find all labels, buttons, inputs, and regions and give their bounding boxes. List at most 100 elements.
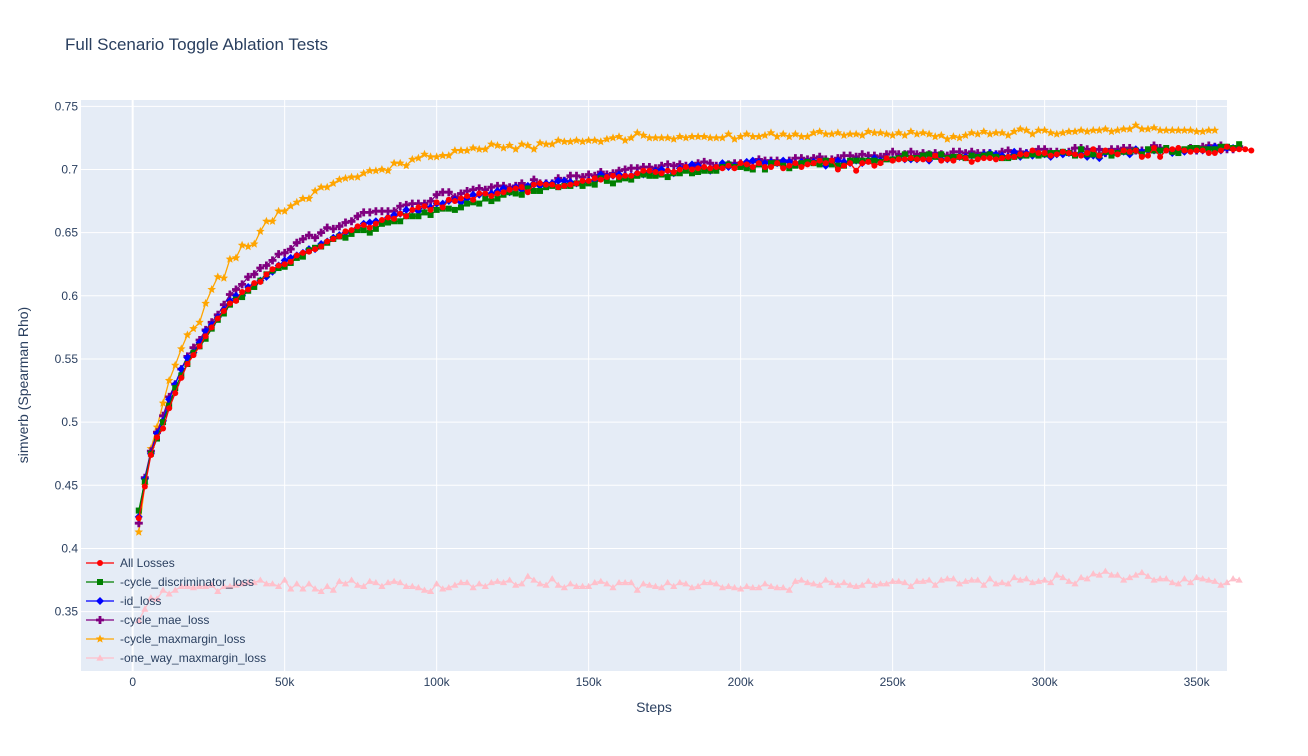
- data-point[interactable]: [225, 290, 234, 299]
- data-point[interactable]: [476, 190, 483, 197]
- data-point[interactable]: [481, 144, 490, 153]
- data-point[interactable]: [694, 582, 702, 589]
- data-point[interactable]: [785, 132, 794, 141]
- data-point[interactable]: [1235, 576, 1243, 583]
- data-point[interactable]: [876, 580, 885, 587]
- legend-swatch-marker[interactable]: [97, 560, 103, 566]
- data-point[interactable]: [280, 248, 289, 257]
- data-point[interactable]: [1083, 145, 1092, 154]
- data-point[interactable]: [391, 215, 398, 222]
- data-point[interactable]: [342, 234, 349, 241]
- data-point[interactable]: [918, 128, 928, 137]
- data-point[interactable]: [774, 160, 781, 167]
- data-point[interactable]: [537, 187, 544, 194]
- data-point[interactable]: [888, 130, 897, 139]
- data-point[interactable]: [366, 224, 373, 231]
- data-point[interactable]: [353, 212, 362, 221]
- data-point[interactable]: [968, 576, 976, 583]
- data-point[interactable]: [761, 580, 769, 587]
- data-point[interactable]: [445, 196, 452, 203]
- data-point[interactable]: [748, 156, 757, 165]
- data-point[interactable]: [931, 581, 939, 588]
- data-point[interactable]: [628, 172, 635, 179]
- data-point[interactable]: [184, 361, 191, 368]
- data-point[interactable]: [652, 172, 659, 179]
- data-point[interactable]: [402, 200, 411, 209]
- data-point[interactable]: [420, 149, 429, 158]
- data-point[interactable]: [299, 249, 306, 256]
- data-point[interactable]: [257, 278, 264, 285]
- data-point[interactable]: [207, 285, 216, 294]
- data-point[interactable]: [512, 581, 520, 588]
- data-point[interactable]: [299, 585, 307, 592]
- data-point[interactable]: [864, 127, 873, 136]
- data-point[interactable]: [403, 213, 410, 220]
- data-point[interactable]: [305, 580, 313, 587]
- data-point[interactable]: [791, 154, 800, 163]
- data-point[interactable]: [469, 584, 477, 591]
- data-point[interactable]: [857, 130, 867, 139]
- data-point[interactable]: [329, 586, 337, 593]
- data-point[interactable]: [1211, 150, 1218, 157]
- data-point[interactable]: [298, 235, 307, 243]
- data-point[interactable]: [1161, 125, 1171, 134]
- data-point[interactable]: [1089, 125, 1098, 134]
- data-point[interactable]: [354, 227, 361, 234]
- data-point[interactable]: [1193, 147, 1200, 154]
- data-point[interactable]: [766, 128, 776, 137]
- data-point[interactable]: [737, 160, 744, 167]
- data-point[interactable]: [141, 478, 148, 485]
- data-point[interactable]: [760, 130, 770, 139]
- data-point[interactable]: [798, 160, 805, 167]
- data-point[interactable]: [512, 185, 519, 192]
- data-point[interactable]: [1090, 146, 1097, 153]
- data-point[interactable]: [1040, 125, 1049, 134]
- data-point[interactable]: [779, 156, 788, 165]
- data-point[interactable]: [529, 175, 538, 184]
- data-point[interactable]: [1169, 146, 1176, 153]
- data-point[interactable]: [614, 132, 624, 141]
- data-point[interactable]: [578, 173, 587, 182]
- data-point[interactable]: [991, 128, 1001, 137]
- data-point[interactable]: [323, 223, 332, 232]
- data-point[interactable]: [628, 176, 635, 183]
- data-point[interactable]: [141, 605, 149, 612]
- data-point[interactable]: [535, 138, 545, 147]
- data-point[interactable]: [609, 172, 616, 179]
- data-point[interactable]: [676, 170, 683, 177]
- data-point[interactable]: [986, 155, 993, 162]
- data-point[interactable]: [920, 156, 927, 163]
- data-point[interactable]: [596, 137, 606, 146]
- data-point[interactable]: [237, 240, 247, 249]
- data-point[interactable]: [633, 128, 642, 137]
- data-point[interactable]: [828, 157, 835, 164]
- data-point[interactable]: [609, 584, 617, 591]
- data-point[interactable]: [317, 587, 325, 595]
- data-point[interactable]: [901, 578, 909, 586]
- data-point[interactable]: [238, 280, 247, 289]
- data-point[interactable]: [833, 156, 842, 165]
- data-point[interactable]: [305, 248, 312, 255]
- data-point[interactable]: [408, 154, 417, 163]
- data-point[interactable]: [718, 133, 727, 142]
- data-point[interactable]: [1072, 151, 1079, 158]
- data-point[interactable]: [1217, 143, 1224, 150]
- data-point[interactable]: [609, 180, 616, 187]
- data-point[interactable]: [791, 577, 799, 584]
- data-point[interactable]: [1155, 125, 1165, 134]
- data-point[interactable]: [524, 185, 531, 192]
- data-point[interactable]: [985, 129, 995, 138]
- data-point[interactable]: [616, 174, 623, 181]
- data-point[interactable]: [749, 584, 757, 591]
- data-point[interactable]: [761, 163, 768, 170]
- data-point[interactable]: [1029, 147, 1036, 154]
- data-point[interactable]: [730, 134, 739, 143]
- data-point[interactable]: [657, 584, 666, 591]
- data-point[interactable]: [464, 193, 471, 200]
- data-point[interactable]: [487, 139, 496, 148]
- data-point[interactable]: [572, 582, 581, 589]
- data-point[interactable]: [1205, 150, 1212, 157]
- data-point[interactable]: [1132, 147, 1139, 154]
- data-point[interactable]: [1144, 146, 1151, 153]
- data-point[interactable]: [706, 133, 715, 142]
